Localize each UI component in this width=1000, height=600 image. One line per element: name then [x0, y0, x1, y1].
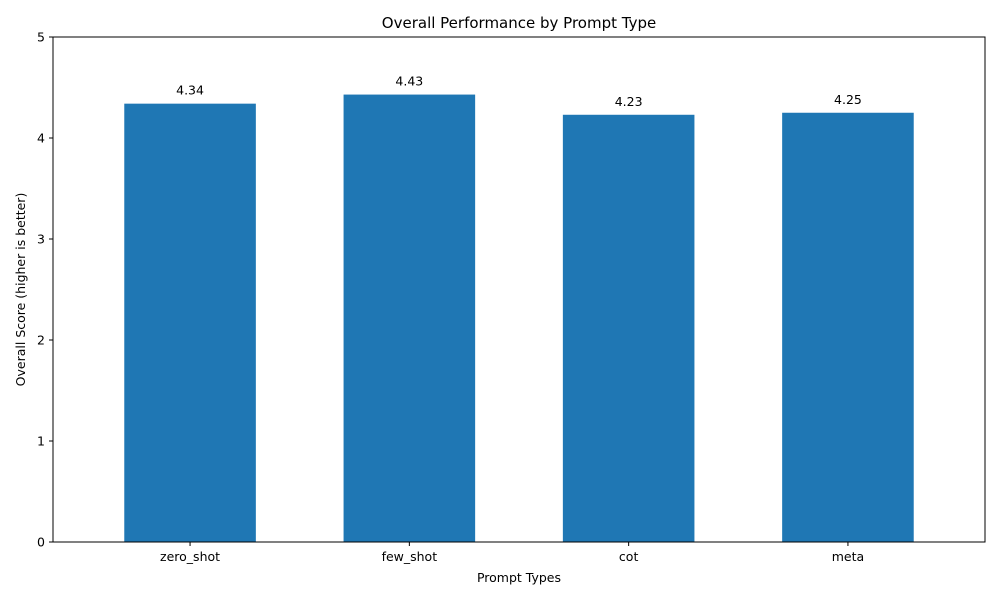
x-axis-label: Prompt Types [477, 570, 561, 585]
data-label-zero_shot: 4.34 [176, 83, 204, 98]
y-tick-label: 3 [37, 232, 45, 247]
plot-frame [52, 36, 986, 543]
y-axis-label: Overall Score (higher is better) [13, 193, 28, 387]
data-label-few_shot: 4.43 [395, 74, 423, 89]
bar-cot [562, 114, 695, 543]
y-tick-label: 0 [37, 535, 45, 550]
x-tick-label-few_shot: few_shot [382, 549, 438, 564]
x-tick-label-cot: cot [619, 549, 639, 564]
y-axis-ticks: 0 1 2 3 4 5 [37, 30, 53, 550]
bar-meta [782, 112, 914, 542]
x-tick-label-meta: meta [832, 549, 864, 564]
data-label-meta: 4.25 [834, 92, 862, 107]
y-tick-label: 5 [37, 30, 45, 45]
data-label-cot: 4.23 [615, 94, 643, 109]
x-tick-label-zero_shot: zero_shot [160, 549, 220, 564]
chart-title: Overall Performance by Prompt Type [382, 14, 656, 32]
x-axis-ticks: zero_shot few_shot cot meta [160, 542, 864, 564]
bars-group [124, 94, 914, 543]
data-labels-group: 4.34 4.43 4.23 4.25 [176, 74, 862, 109]
bar-few_shot [343, 94, 476, 542]
y-tick-label: 1 [37, 434, 45, 449]
bar-zero_shot [124, 103, 256, 542]
y-tick-label: 4 [37, 131, 45, 146]
y-tick-label: 2 [37, 333, 45, 348]
